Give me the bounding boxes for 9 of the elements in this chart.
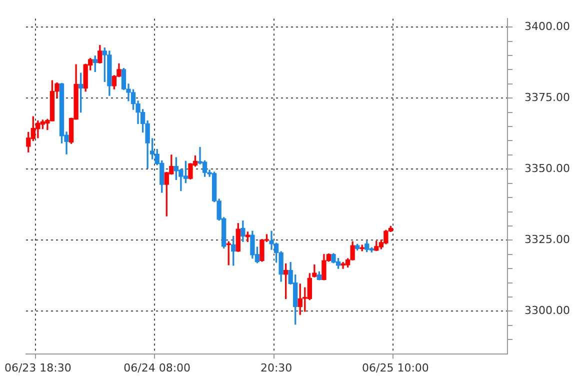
x-tick-label: 06/23 18:30 bbox=[4, 361, 72, 374]
y-tick-label: 3350.00 bbox=[524, 162, 570, 176]
y-tick-label: 3375.00 bbox=[524, 91, 570, 104]
y-tick-label: 3300.00 bbox=[524, 304, 570, 318]
y-tick-label: 3325.00 bbox=[524, 233, 570, 246]
x-tick-label: 20:30 bbox=[260, 361, 292, 374]
x-tick-label: 06/24 08:00 bbox=[124, 361, 191, 374]
x-tick-label: 06/25 10:00 bbox=[362, 361, 429, 374]
y-tick-label: 3400.00 bbox=[524, 20, 570, 33]
